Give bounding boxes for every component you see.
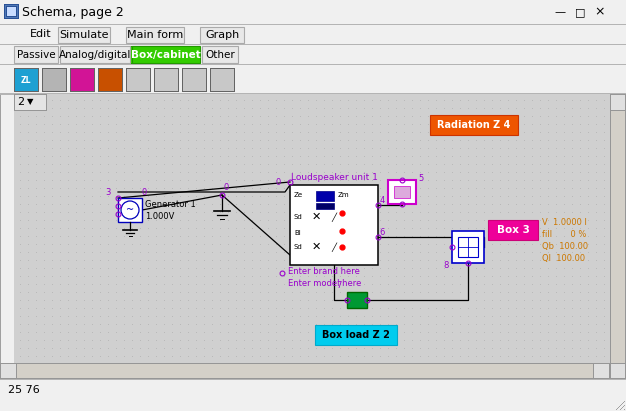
Text: 1.000V: 1.000V [145,212,175,220]
Bar [14,46,58,63]
Text: ▼: ▼ [27,97,33,106]
Text: □: □ [575,7,585,17]
Text: V  1.0000 l: V 1.0000 l [542,217,587,226]
Bar [126,27,184,43]
Bar [290,185,378,265]
Text: Loudspeaker unit 1: Loudspeaker unit 1 [290,173,377,182]
Text: Box load Z 2: Box load Z 2 [322,330,390,340]
Bar [316,191,334,201]
Bar [315,325,397,345]
Bar [430,115,518,135]
Bar [200,27,244,43]
Text: 2: 2 [18,97,24,107]
Text: 7: 7 [336,282,342,291]
Bar [452,231,484,263]
Text: Enter model here: Enter model here [288,279,361,288]
Text: Simulate: Simulate [59,30,109,40]
Text: Ql  100.00: Ql 100.00 [542,254,585,263]
Text: 0: 0 [224,182,229,192]
Text: Sd: Sd [294,244,303,250]
Text: Edit: Edit [30,29,51,39]
Text: ✕: ✕ [311,212,321,222]
Bar [132,46,200,63]
Text: Ze: Ze [294,192,303,198]
Bar [458,237,478,257]
Text: Analog/digital: Analog/digital [59,50,131,60]
Text: 25 76: 25 76 [8,385,39,395]
Text: Sd: Sd [294,214,303,220]
Text: ~: ~ [126,205,134,215]
Text: 0: 0 [141,187,146,196]
Bar [58,27,110,43]
Text: Generator 1: Generator 1 [145,199,196,208]
Text: Main form: Main form [127,30,183,40]
Bar [394,186,410,198]
Text: ✕: ✕ [311,242,321,252]
Text: Radiation Z 4: Radiation Z 4 [438,120,511,130]
Text: 6: 6 [379,228,385,236]
Text: Box 3: Box 3 [496,225,530,235]
Bar [388,180,416,204]
Text: 5: 5 [418,173,423,182]
Bar [202,46,238,63]
Bar [118,198,142,222]
Bar [347,292,367,308]
Text: 3: 3 [105,187,111,196]
Text: Zm: Zm [338,192,350,198]
Text: Graph: Graph [205,30,239,40]
Text: ╱: ╱ [332,242,337,252]
Text: Bl: Bl [294,230,300,236]
Text: —: — [555,7,565,17]
Text: 8: 8 [443,261,449,270]
Text: fill       0 %: fill 0 % [542,229,587,238]
Text: 4: 4 [379,196,384,205]
Bar [60,46,130,63]
Text: Schema, page 2: Schema, page 2 [22,5,124,18]
Text: ╱: ╱ [332,212,337,222]
Text: Passive: Passive [17,50,55,60]
Text: ×: × [595,5,605,18]
Bar [316,203,334,209]
Bar [488,220,538,240]
Text: Other: Other [205,50,235,60]
Text: Enter brand here: Enter brand here [288,266,360,275]
Text: Box/cabinet: Box/cabinet [131,50,201,60]
Text: ZL: ZL [21,76,31,85]
Text: 0: 0 [275,178,280,187]
Text: Qb  100.00: Qb 100.00 [542,242,588,250]
